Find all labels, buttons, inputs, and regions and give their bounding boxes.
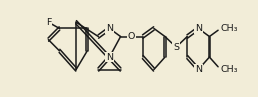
Text: O: O bbox=[128, 32, 135, 41]
Text: N: N bbox=[195, 65, 202, 74]
Text: N: N bbox=[195, 24, 202, 33]
Text: N: N bbox=[106, 53, 113, 62]
Text: S: S bbox=[173, 43, 179, 52]
Text: F: F bbox=[46, 18, 51, 27]
Text: CH₃: CH₃ bbox=[221, 65, 238, 74]
Text: CH₃: CH₃ bbox=[221, 24, 238, 33]
Text: N: N bbox=[106, 24, 113, 33]
